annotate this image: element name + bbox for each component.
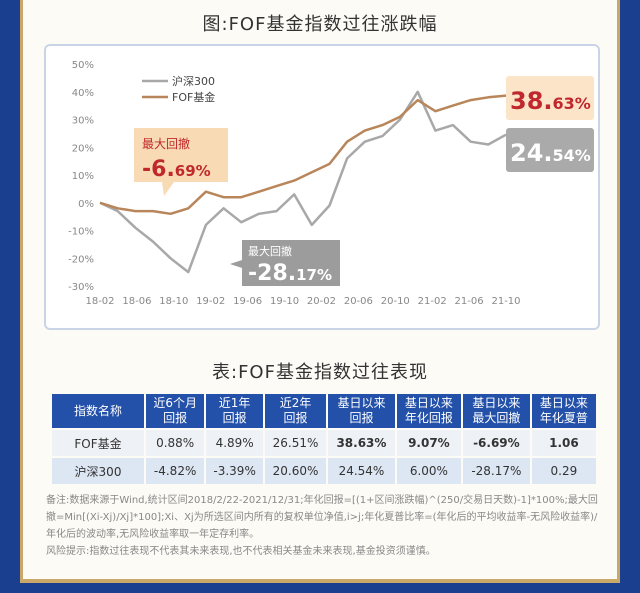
series-line-fof xyxy=(99,94,507,216)
x-tick-label: 18-06 xyxy=(122,296,151,307)
table-row: FOF基金 0.88% 4.89% 26.51% 38.63% 9.07% -6… xyxy=(52,430,596,456)
cell: 0.29 xyxy=(531,458,596,484)
header-1y: 近1年 回报 xyxy=(206,394,263,428)
x-tick-label: 18-02 xyxy=(85,296,114,307)
y-tick-label: -30% xyxy=(68,282,94,293)
cell: -28.17% xyxy=(462,458,530,484)
row-name: FOF基金 xyxy=(52,430,144,456)
line-chart: 50% 40% 30% 20% 10% 0% -10% -20% -30% 18-02 18-06… xyxy=(68,60,594,307)
header-max-drawdown: 基日以来 最大回撤 xyxy=(462,394,530,428)
cell: 26.51% xyxy=(264,430,327,456)
row-name: 沪深300 xyxy=(52,458,144,484)
x-tick-label: 20-06 xyxy=(344,296,373,307)
y-tick-label: 40% xyxy=(72,88,94,99)
x-tick-label: 19-06 xyxy=(233,296,262,307)
data-note: 备注:数据来源于Wind,统计区间2018/2/22-2021/12/31;年化… xyxy=(46,495,598,540)
hs300-drawdown-label: 最大回撤 xyxy=(248,244,292,258)
y-tick-label: 10% xyxy=(72,171,94,182)
hs300-drawdown-callout: 最大回撤 -28.17% xyxy=(230,240,340,286)
x-axis: 18-02 18-06 18-10 19-02 19-06 19-10 20-02 20-06… xyxy=(85,296,520,307)
fof-drawdown-value: -6.69% xyxy=(142,157,211,182)
chart-title: 图:FOF基金指数过往涨跌幅 xyxy=(202,14,438,35)
cell: -6.69% xyxy=(462,430,530,456)
hs300-drawdown-value: -28.17% xyxy=(248,261,332,286)
cell: 6.00% xyxy=(396,458,461,484)
cell: 24.54% xyxy=(328,458,395,484)
y-tick-label: 30% xyxy=(72,116,94,127)
header-2y: 近2年 回报 xyxy=(264,394,327,428)
y-tick-label: 50% xyxy=(72,60,94,71)
chart-container: 50% 40% 30% 20% 10% 0% -10% -20% -30% 18-02 18-06… xyxy=(44,44,600,330)
x-tick-label: 19-10 xyxy=(270,296,299,307)
hs300-end-label: 24.54% xyxy=(506,128,594,172)
fof-end-value: 38.63% xyxy=(510,87,591,115)
series-line-hs300 xyxy=(99,90,507,274)
performance-table: 指数名称 近6个月 回报 近1年 回报 近2年 回报 基日以来 回报 基日以来 年化回报 … xyxy=(50,392,598,486)
x-tick-label: 20-10 xyxy=(381,296,410,307)
header-sharpe: 基日以来 年化夏普 xyxy=(531,394,596,428)
hs300-end-value: 24.54% xyxy=(510,139,591,167)
table-header-row: 指数名称 近6个月 回报 近1年 回报 近2年 回报 基日以来 回报 基日以来 年化回报 … xyxy=(52,394,596,428)
x-tick-label: 21-06 xyxy=(455,296,484,307)
chart-lines xyxy=(99,90,507,274)
x-tick-label: 18-10 xyxy=(159,296,188,307)
y-axis: 50% 40% 30% 20% 10% 0% -10% -20% -30% xyxy=(68,60,94,293)
footnotes: 备注:数据来源于Wind,统计区间2018/2/22-2021/12/31;年化… xyxy=(46,492,598,560)
y-tick-label: 20% xyxy=(72,143,94,154)
table-row: 沪深300 -4.82% -3.39% 20.60% 24.54% 6.00% … xyxy=(52,458,596,484)
x-tick-label: 21-10 xyxy=(491,296,520,307)
cell: 1.06 xyxy=(531,430,596,456)
legend-label-hs300: 沪深300 xyxy=(172,74,215,88)
x-tick-label: 20-02 xyxy=(307,296,336,307)
panel-bottom-border xyxy=(20,579,620,583)
legend: 沪深300 FOF基金 xyxy=(142,74,215,104)
y-tick-label: 0% xyxy=(78,199,94,210)
x-tick-label: 19-02 xyxy=(196,296,225,307)
fof-drawdown-callout: 最大回撤 -6.69% xyxy=(134,128,228,196)
risk-warning: 风险提示:指数过往表现不代表其未来表现,也不代表相关基金未来表现,基金投资须谨慎… xyxy=(46,546,436,557)
table-title: 表:FOF基金指数过往表现 xyxy=(212,362,428,383)
y-tick-label: -10% xyxy=(68,227,94,238)
cell: 0.88% xyxy=(146,430,205,456)
x-tick-label: 21-02 xyxy=(418,296,447,307)
header-since-inception: 基日以来 回报 xyxy=(328,394,395,428)
cell: -4.82% xyxy=(146,458,205,484)
cell: -3.39% xyxy=(206,458,263,484)
cell: 38.63% xyxy=(328,430,395,456)
cell: 20.60% xyxy=(264,458,327,484)
header-index-name: 指数名称 xyxy=(52,394,144,428)
legend-label-fof: FOF基金 xyxy=(172,90,215,104)
fof-end-label: 38.63% xyxy=(506,76,594,120)
cell: 9.07% xyxy=(396,430,461,456)
cell: 4.89% xyxy=(206,430,263,456)
y-tick-label: -20% xyxy=(68,254,94,265)
header-annualized-return: 基日以来 年化回报 xyxy=(396,394,461,428)
fof-drawdown-label: 最大回撤 xyxy=(142,136,190,151)
header-6m: 近6个月 回报 xyxy=(146,394,205,428)
